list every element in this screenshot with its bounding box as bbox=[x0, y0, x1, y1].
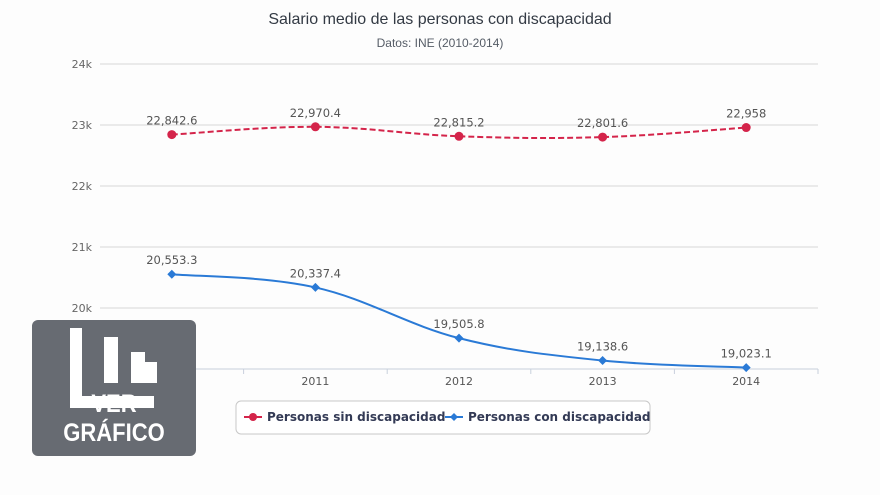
data-label: 19,023.1 bbox=[721, 347, 772, 361]
legend-marker-diamond-icon bbox=[450, 413, 458, 421]
y-tick-label: 22k bbox=[72, 180, 93, 193]
legend-item-con[interactable]: Personas con discapacidad bbox=[445, 410, 651, 424]
legend[interactable]: Personas sin discapacidad Personas con d… bbox=[235, 400, 651, 435]
data-label: 22,958 bbox=[726, 107, 766, 121]
data-point[interactable] bbox=[310, 122, 320, 132]
series-con-discapacidad: 20,553.3 20,337.4 19,505.8 19,138.6 19,023.1 bbox=[146, 253, 772, 373]
y-tick-label: 21k bbox=[72, 241, 93, 254]
series-group: 22,842.6 22,970.4 22,815.2 22,801.6 22,958 20… bbox=[146, 106, 772, 373]
data-label: 20,337.4 bbox=[290, 266, 341, 280]
grid bbox=[100, 63, 818, 309]
data-point[interactable] bbox=[741, 123, 751, 133]
data-label: 22,842.6 bbox=[146, 114, 197, 128]
data-point[interactable] bbox=[454, 131, 464, 141]
legend-marker-circle-icon bbox=[249, 413, 257, 421]
data-point[interactable] bbox=[310, 282, 320, 292]
x-tick-label: 2014 bbox=[732, 375, 760, 388]
legend-item-sin[interactable]: Personas sin discapacidad bbox=[244, 410, 445, 424]
y-axis: 20k 21k 22k 23k 24k bbox=[72, 58, 93, 315]
legend-box bbox=[235, 400, 651, 435]
ver-grafico-button[interactable]: VER GRÁFICO bbox=[32, 320, 196, 456]
x-tick-label: 2012 bbox=[445, 375, 473, 388]
data-label: 22,815.2 bbox=[433, 115, 484, 129]
data-label: 22,801.6 bbox=[577, 116, 628, 130]
data-label: 20,553.3 bbox=[146, 253, 197, 267]
chart-title: Salario medio de las personas con discap… bbox=[268, 11, 611, 28]
data-point[interactable] bbox=[454, 333, 464, 343]
data-label: 19,138.6 bbox=[577, 340, 628, 354]
x-axis: 20102011201220132014 bbox=[99, 368, 819, 388]
x-tick-label: 2013 bbox=[589, 375, 617, 388]
data-point[interactable] bbox=[741, 363, 751, 373]
y-tick-label: 24k bbox=[72, 58, 93, 71]
data-point[interactable] bbox=[167, 269, 177, 279]
bar-chart-icon bbox=[70, 328, 157, 408]
data-label: 19,505.8 bbox=[433, 317, 484, 331]
chart-subtitle: Datos: INE (2010-2014) bbox=[377, 36, 504, 50]
legend-label-con: Personas con discapacidad bbox=[468, 410, 651, 424]
data-label: 22,970.4 bbox=[290, 106, 341, 120]
legend-label-sin: Personas sin discapacidad bbox=[267, 410, 445, 424]
y-tick-label: 23k bbox=[72, 119, 93, 132]
series-line bbox=[171, 125, 747, 140]
x-tick-label: 2011 bbox=[301, 375, 329, 388]
data-point[interactable] bbox=[167, 130, 177, 140]
data-point[interactable] bbox=[598, 356, 608, 366]
ver-grafico-label: VER GRÁFICO bbox=[63, 390, 165, 447]
y-tick-label: 20k bbox=[72, 302, 93, 315]
series-sin-discapacidad: 22,842.6 22,970.4 22,815.2 22,801.6 22,958 bbox=[146, 106, 766, 142]
data-point[interactable] bbox=[598, 132, 608, 142]
